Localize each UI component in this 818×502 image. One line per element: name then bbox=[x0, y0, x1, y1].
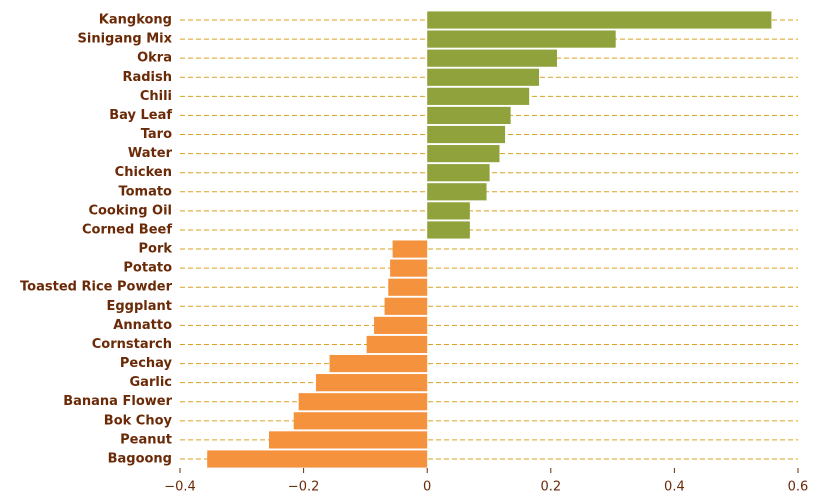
bar-pechay bbox=[329, 354, 428, 373]
bar-potato bbox=[390, 259, 428, 277]
category-label: Pork bbox=[138, 242, 172, 257]
category-label: Toasted Rice Powder bbox=[20, 280, 173, 295]
category-label: Bagoong bbox=[108, 452, 172, 467]
x-tick-label: −0.4 bbox=[164, 480, 196, 495]
category-label: Annatto bbox=[113, 318, 172, 333]
bar-cooking-oil bbox=[427, 202, 470, 220]
category-label: Eggplant bbox=[107, 299, 173, 314]
bar-banana-flower bbox=[298, 393, 428, 411]
x-tick-label: 0.2 bbox=[540, 480, 561, 495]
x-tick-label: 0 bbox=[423, 480, 431, 495]
bar-cornstarch bbox=[366, 335, 428, 354]
category-label: Cornstarch bbox=[92, 337, 172, 352]
bar-tomato bbox=[427, 183, 487, 201]
category-label: Taro bbox=[141, 127, 172, 142]
bar-toasted-rice-powder bbox=[388, 278, 428, 296]
bar-pork bbox=[392, 240, 428, 258]
bar-okra bbox=[427, 49, 557, 67]
category-label: Water bbox=[128, 146, 173, 161]
bars bbox=[207, 11, 772, 468]
category-label: Peanut bbox=[120, 432, 172, 447]
category-label: Potato bbox=[123, 261, 172, 276]
bar-bay-leaf bbox=[427, 106, 511, 125]
x-tick-label: 0.4 bbox=[664, 480, 685, 495]
bar-bok-choy bbox=[293, 412, 428, 430]
bar-chili bbox=[427, 87, 530, 105]
bar-kangkong bbox=[427, 11, 772, 29]
bar-corned-beef bbox=[427, 221, 470, 239]
x-tick-label: 0.6 bbox=[788, 480, 809, 495]
category-label: Bok Choy bbox=[104, 413, 173, 428]
category-label: Tomato bbox=[118, 184, 172, 199]
x-tick-label: −0.2 bbox=[288, 480, 320, 495]
category-label: Chili bbox=[140, 89, 172, 104]
bar-water bbox=[427, 145, 500, 163]
category-label: Okra bbox=[137, 51, 172, 66]
category-label: Garlic bbox=[130, 375, 172, 390]
category-label: Corned Beef bbox=[82, 222, 172, 237]
category-label: Cooking Oil bbox=[88, 203, 172, 218]
category-labels: Kangkong Sinigang Mix Okra Radish Chili Bay L… bbox=[20, 13, 173, 467]
bar-chicken bbox=[427, 164, 490, 182]
bar-annatto bbox=[374, 316, 428, 334]
bar-eggplant bbox=[384, 297, 428, 315]
category-label: Kangkong bbox=[99, 13, 172, 28]
bar-radish bbox=[427, 68, 540, 86]
category-label: Sinigang Mix bbox=[78, 32, 173, 47]
bar-taro bbox=[427, 125, 506, 144]
category-label: Banana Flower bbox=[63, 394, 172, 409]
bar-garlic bbox=[315, 374, 428, 392]
category-label: Pechay bbox=[120, 356, 173, 371]
category-label: Bay Leaf bbox=[109, 108, 172, 123]
category-label: Chicken bbox=[115, 165, 172, 180]
bar-bagoong bbox=[207, 450, 428, 468]
x-axis: −0.4 −0.2 0 0.2 0.4 0.6 bbox=[164, 468, 808, 495]
category-label: Radish bbox=[122, 70, 172, 85]
bar-peanut bbox=[268, 431, 428, 449]
bar-sinigang-mix bbox=[427, 30, 616, 48]
